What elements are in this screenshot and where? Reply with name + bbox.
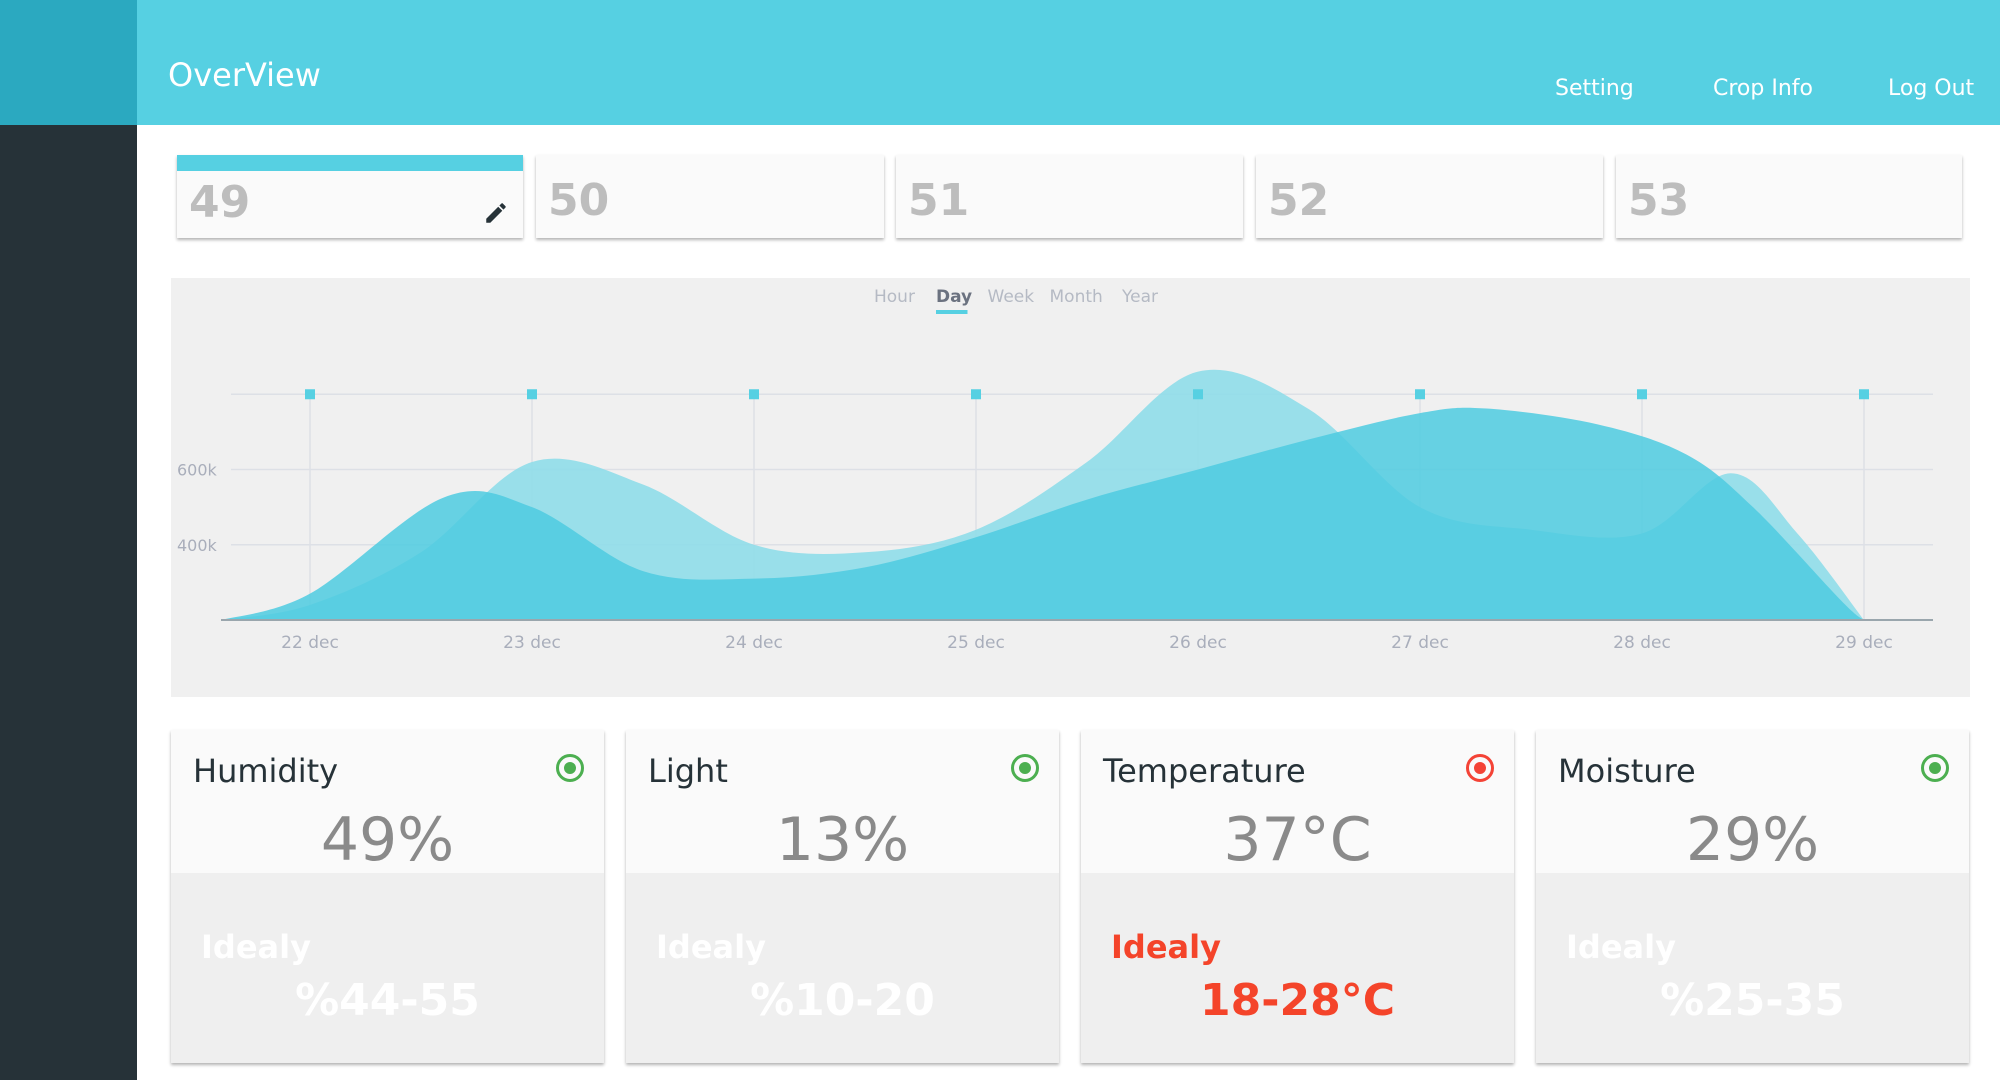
status-indicator-icon [1466, 754, 1494, 782]
page-title: OverView [168, 56, 321, 94]
area-chart: 22 dec 23 dec 24 dec 25 dec 26 dec 27 dec 28 d… [177, 287, 1933, 653]
tab-52[interactable]: 52 [1256, 155, 1603, 238]
x-tick-label: 26 dec [1169, 633, 1227, 653]
pencil-icon[interactable] [483, 200, 509, 226]
metric-name: Temperature [1103, 752, 1306, 790]
sidebar-logo-area [0, 0, 137, 125]
tab-53[interactable]: 53 [1616, 155, 1962, 238]
data-marker [1193, 389, 1203, 400]
tab-label: 52 [1268, 175, 1330, 226]
status-indicator-icon [1011, 754, 1039, 782]
y-tick-label: 600k [177, 461, 218, 480]
metric-card-temperature: Temperature 37°C Idealy 18-28°C [1081, 730, 1514, 1063]
y-tick-label: 400k [177, 536, 218, 555]
header: OverView Setting Crop Info Log Out [137, 0, 2000, 125]
metric-header: Moisture 29% [1536, 730, 1969, 875]
ideal-range: 18-28°C [1199, 975, 1395, 1026]
metric-value: 49% [320, 805, 455, 875]
nav-setting[interactable]: Setting [1555, 76, 1634, 101]
metric-card-light: Light 13% Idealy %10-20 [626, 730, 1059, 1063]
metric-name: Moisture [1558, 752, 1696, 790]
x-tick-label: 27 dec [1391, 633, 1449, 653]
metric-value: 37°C [1223, 805, 1372, 875]
data-marker [1637, 389, 1647, 400]
ideal-range: %25-35 [1660, 975, 1845, 1026]
x-tick-label: 23 dec [503, 633, 561, 653]
metric-value: 13% [775, 805, 910, 875]
tab-50[interactable]: 50 [536, 155, 884, 238]
tab-label: 49 [189, 177, 251, 228]
data-marker [1859, 389, 1869, 400]
x-tick-label: 29 dec [1835, 633, 1893, 653]
data-marker [971, 389, 981, 400]
period-tab-week[interactable]: Week [988, 287, 1035, 307]
period-tab-day[interactable]: Day [936, 287, 972, 307]
metric-header: Temperature 37°C [1081, 730, 1514, 875]
data-marker [1415, 389, 1425, 400]
tab-label: 50 [548, 175, 610, 226]
x-tick-label: 28 dec [1613, 633, 1671, 653]
status-indicator-icon [556, 754, 584, 782]
data-marker [527, 389, 537, 400]
ideal-label: Idealy [1111, 928, 1221, 966]
tab-label: 53 [1628, 175, 1690, 226]
metric-card-moisture: Moisture 29% Idealy %25-35 [1536, 730, 1969, 1063]
period-tab-hour[interactable]: Hour [874, 287, 915, 307]
x-tick-label: 24 dec [725, 633, 783, 653]
tab-51[interactable]: 51 [896, 155, 1243, 238]
area-series-2 [221, 407, 1865, 620]
ideal-label: Idealy [656, 928, 766, 966]
metric-header: Humidity 49% [171, 730, 604, 875]
nav-crop-info[interactable]: Crop Info [1713, 76, 1813, 101]
ideal-range: %10-20 [750, 975, 935, 1026]
ideal-label: Idealy [1566, 928, 1676, 966]
tab-49[interactable]: 49 [177, 155, 523, 238]
period-tab-month[interactable]: Month [1050, 287, 1103, 307]
tab-label: 51 [908, 175, 970, 226]
sidebar [0, 125, 137, 1080]
ideal-range: %44-55 [295, 975, 480, 1026]
ideal-label: Idealy [201, 928, 311, 966]
metric-name: Humidity [193, 752, 339, 790]
data-marker [305, 389, 315, 400]
x-tick-label: 22 dec [281, 633, 339, 653]
period-tab-year[interactable]: Year [1121, 287, 1158, 307]
metric-header: Light 13% [626, 730, 1059, 875]
metric-card-humidity: Humidity 49% Idealy %44-55 [171, 730, 604, 1063]
metric-value: 29% [1685, 805, 1820, 875]
active-tab-underline [936, 310, 968, 314]
metric-name: Light [648, 752, 728, 790]
nav-log-out[interactable]: Log Out [1888, 76, 1975, 101]
chart-panel: 22 dec 23 dec 24 dec 25 dec 26 dec 27 dec 28 d… [171, 278, 1970, 697]
x-tick-label: 25 dec [947, 633, 1005, 653]
data-marker [749, 389, 759, 400]
status-indicator-icon [1921, 754, 1949, 782]
